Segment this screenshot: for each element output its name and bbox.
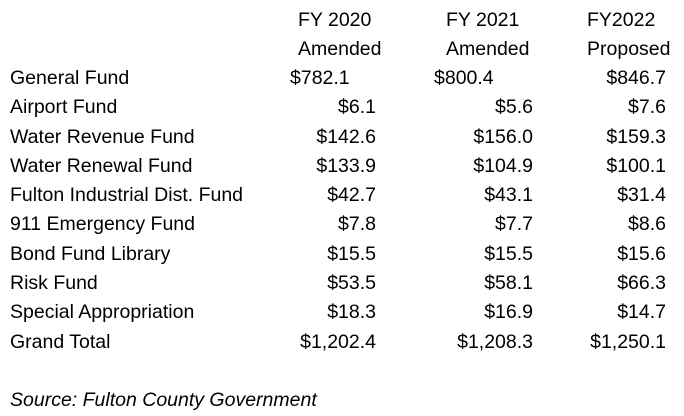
fund-name: General Fund — [10, 67, 130, 89]
grand-total-row: Grand Total $1,202.4 $1,208.3 $1,250.1 — [10, 328, 674, 357]
header-fy2020-year: FY 2020 — [298, 9, 372, 31]
table-row: Risk Fund $53.5 $58.1 $66.3 — [10, 269, 674, 298]
fy2020-value: $18.3 — [327, 301, 376, 324]
fy2021-value: $7.7 — [495, 213, 533, 236]
header-fy2022-year: FY2022 — [587, 9, 656, 31]
fund-name: Special Appropriation — [10, 301, 195, 324]
fy2020-total: $1,202.4 — [300, 330, 376, 353]
fund-name: 911 Emergency Fund — [10, 213, 195, 236]
fy2021-value: $104.9 — [473, 154, 533, 177]
header-row-year: FY 2020 FY 2021 FY2022 — [10, 6, 674, 35]
fund-name: Fulton Industrial Dist. Fund — [10, 184, 244, 207]
fy2021-total: $1,208.3 — [457, 330, 533, 353]
fund-name: Airport Fund — [10, 96, 118, 119]
fy2022-value: $31.4 — [617, 184, 666, 207]
fund-name: Risk Fund — [10, 272, 98, 295]
table-row: 911 Emergency Fund $7.8 $7.7 $8.6 — [10, 210, 674, 239]
fy2021-value: $5.6 — [495, 96, 533, 119]
fund-name: Water Renewal Fund — [10, 154, 193, 177]
fy2020-value: $15.5 — [327, 242, 376, 265]
fy2021-value: $800.4 — [434, 67, 494, 89]
header-row-status: Amended Amended Proposed — [10, 35, 674, 64]
table-body: General Fund $782.1 $800.4 $846.7 Airpor… — [10, 64, 674, 357]
fy2021-value: $58.1 — [484, 272, 533, 295]
fy2022-value: $159.3 — [606, 125, 666, 148]
fy2022-value: $100.1 — [606, 154, 666, 177]
table-row: Bond Fund Library $15.5 $15.5 $15.6 — [10, 240, 674, 269]
fy2022-value: $14.7 — [617, 301, 666, 324]
fy2021-value: $15.5 — [484, 242, 533, 265]
header-fy2021-year: FY 2021 — [446, 9, 520, 31]
table-header: FY 2020 FY 2021 FY2022 Amended Amended P… — [10, 6, 674, 64]
fy2022-total: $1,250.1 — [590, 330, 666, 353]
fy2020-value: $7.8 — [338, 213, 376, 236]
fy2022-value: $15.6 — [617, 242, 666, 265]
fy2022-value: $8.6 — [628, 213, 666, 236]
header-fund-blank-2 — [10, 35, 288, 64]
fy2022-value: $66.3 — [617, 272, 666, 295]
table-row: General Fund $782.1 $800.4 $846.7 — [10, 64, 674, 93]
fy2020-value: $142.6 — [316, 125, 376, 148]
fy2021-value: $16.9 — [484, 301, 533, 324]
fund-name: Grand Total — [10, 330, 111, 353]
table-row: Water Revenue Fund $142.6 $156.0 $159.3 — [10, 123, 674, 152]
fy2020-value: $53.5 — [327, 272, 376, 295]
fy2020-value: $782.1 — [290, 67, 350, 89]
table-row: Water Renewal Fund $133.9 $104.9 $100.1 — [10, 152, 674, 181]
fy2021-value: $43.1 — [484, 184, 533, 207]
fy2022-value: $7.6 — [628, 96, 666, 119]
fy2020-value: $42.7 — [327, 184, 376, 207]
table-row: Special Appropriation $18.3 $16.9 $14.7 — [10, 298, 674, 327]
fund-name: Water Revenue Fund — [10, 125, 195, 148]
header-fund-blank — [10, 6, 288, 35]
header-fy2021-status: Amended — [446, 38, 530, 60]
fy2022-value: $846.7 — [606, 67, 666, 89]
fy2020-value: $133.9 — [316, 154, 376, 177]
table-row: Fulton Industrial Dist. Fund $42.7 $43.1… — [10, 181, 674, 210]
header-fy2022-status: Proposed — [587, 38, 671, 60]
table-row: Airport Fund $6.1 $5.6 $7.6 — [10, 93, 674, 122]
source-note: Source: Fulton County Government — [10, 389, 317, 411]
header-fy2020-status: Amended — [298, 38, 382, 60]
fy2021-value: $156.0 — [473, 125, 533, 148]
fund-budget-table: FY 2020 FY 2021 FY2022 Amended Amended P… — [10, 6, 674, 357]
fund-name: Bond Fund Library — [10, 242, 171, 265]
fy2020-value: $6.1 — [338, 96, 376, 119]
